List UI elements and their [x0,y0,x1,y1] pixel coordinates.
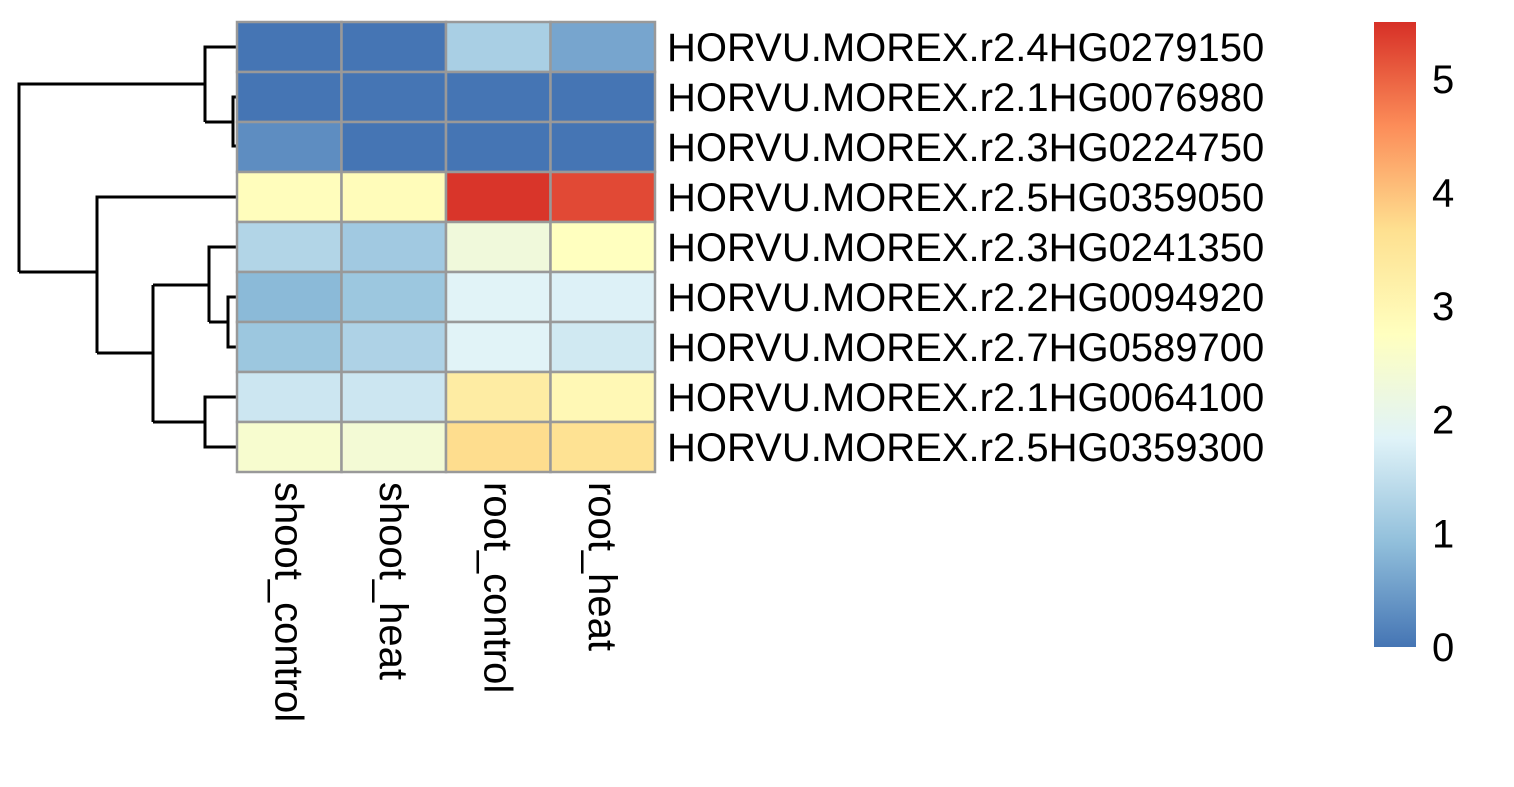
heatmap-cell [444,70,552,124]
heatmap-cell [340,20,448,74]
heatmap-cell [549,170,657,224]
dendrogram-branch [205,95,237,148]
column-label: root_control [475,482,519,693]
column-label: root_heat [580,482,624,651]
heatmap-cell [549,70,657,124]
heatmap-cell [235,420,343,474]
heatmap-cell [444,420,552,474]
heatmap-cell [549,220,657,274]
heatmap-cell [340,420,448,474]
row-label: HORVU.MOREX.r2.3HG0241350 [667,226,1264,270]
heatmap-cell [444,270,552,324]
row-label: HORVU.MOREX.r2.5HG0359300 [667,426,1264,470]
heatmap-cell [549,120,657,174]
heatmap-cell [235,70,343,124]
heatmap-cell [549,370,657,424]
heatmap-cell [340,120,448,174]
column-label: shoot_control [266,482,310,722]
heatmap-cell [340,220,448,274]
heatmap-cell [340,270,448,324]
row-label: HORVU.MOREX.r2.4HG0279150 [667,26,1264,70]
heatmap-cell [549,320,657,374]
dendrogram-branch [153,245,237,322]
heatmap-cell [340,370,448,424]
column-label: shoot_heat [371,482,415,680]
heatmap-cell [444,320,552,374]
heatmap-cell [235,20,343,74]
heatmap-cell [549,20,657,74]
heatmap-cell [235,120,343,174]
color-legend-tick-label: 3 [1432,285,1454,329]
heatmap-cell [235,170,343,224]
color-legend-tick-label: 1 [1432,512,1454,556]
heatmap-cells [235,20,657,474]
heatmap-cell [235,370,343,424]
color-legend-tick-label: 2 [1432,399,1454,443]
dendrogram-branch [153,395,237,449]
dendrogram-branch [97,285,155,422]
dendrogram-branch [17,82,205,272]
heatmap-cell [340,320,448,374]
heatmap-cell [444,20,552,74]
heatmap-cell [444,170,552,224]
column-labels: shoot_control shoot_heat root_control root_… [266,482,624,722]
color-legend [1374,22,1416,647]
dendrogram-branch [19,195,237,353]
row-label: HORVU.MOREX.r2.1HG0076980 [667,76,1264,120]
heatmap-cell [235,320,343,374]
row-label: HORVU.MOREX.r2.5HG0359050 [667,176,1264,220]
row-label: HORVU.MOREX.r2.2HG0094920 [667,276,1264,320]
heatmap-cell [549,270,657,324]
heatmap-cell [444,220,552,274]
row-labels: HORVU.MOREX.r2.4HG0279150 HORVU.MOREX.r2.… [667,26,1264,470]
heatmap-cell [444,370,552,424]
dendrogram-branch [203,45,237,122]
heatmap-cell [340,70,448,124]
heatmap-cell [235,220,343,274]
row-label: HORVU.MOREX.r2.1HG0064100 [667,376,1264,420]
row-label: HORVU.MOREX.r2.7HG0589700 [667,326,1264,370]
row-label: HORVU.MOREX.r2.3HG0224750 [667,126,1264,170]
color-legend-ticks: 0 1 2 3 4 5 [1432,58,1454,670]
row-dendrogram [17,45,237,449]
color-legend-tick-label: 0 [1432,626,1454,670]
heatmap-cell [444,120,552,174]
color-legend-tick-label: 4 [1432,171,1454,215]
dendrogram-branch [209,295,237,349]
color-legend-bar [1374,22,1416,647]
heatmap-cell [549,420,657,474]
color-legend-tick-label: 5 [1432,58,1454,102]
heatmap-cell [235,270,343,324]
heatmap-cell [340,170,448,224]
